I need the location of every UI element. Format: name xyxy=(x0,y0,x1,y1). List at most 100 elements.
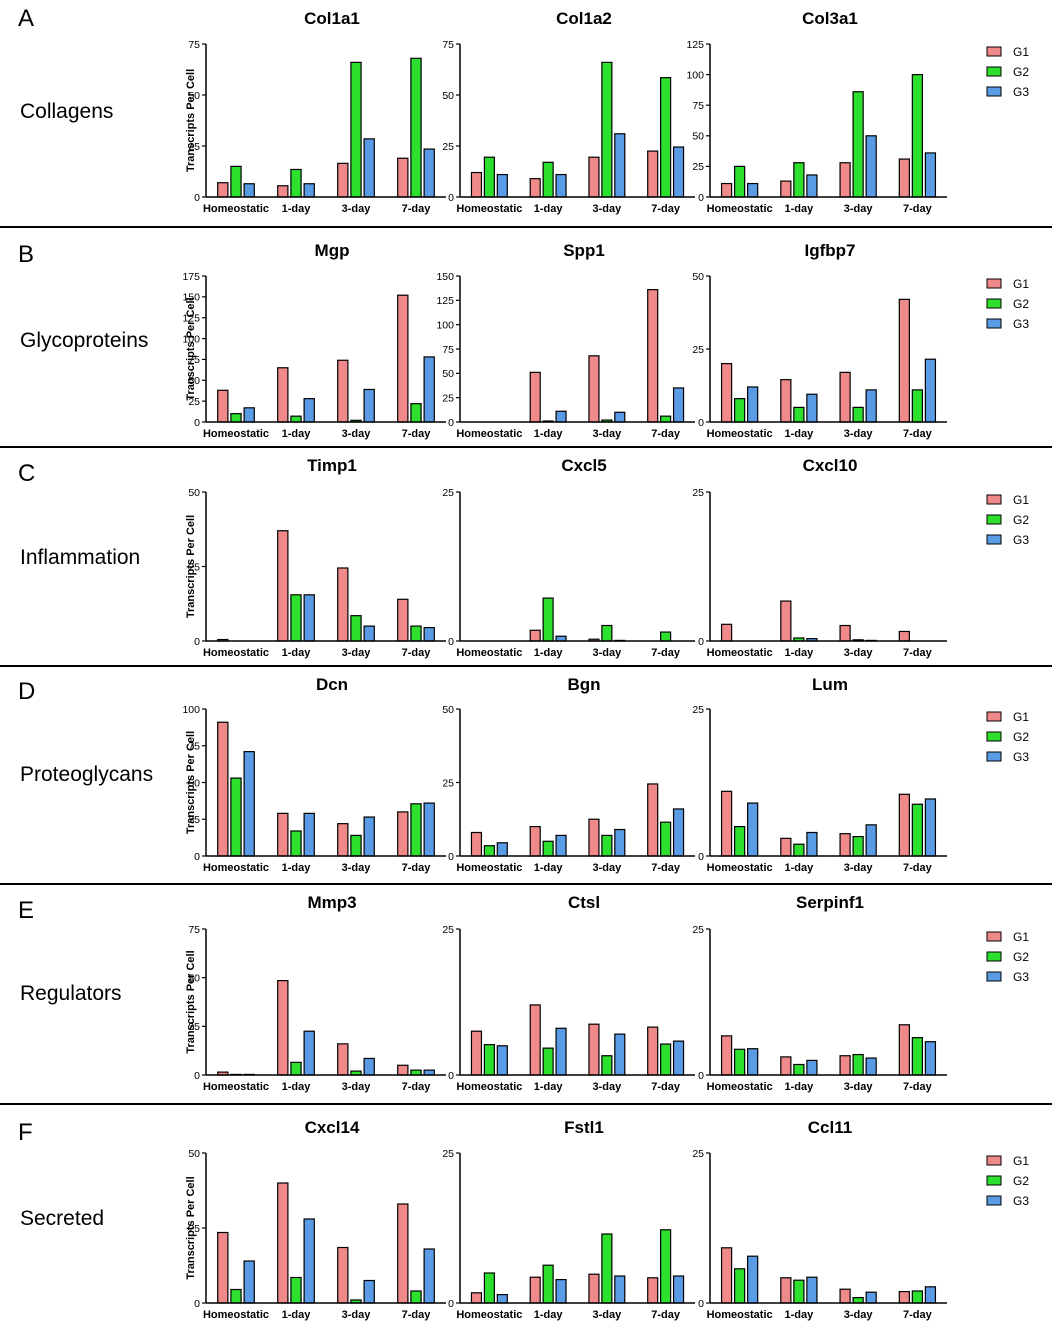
x-tick-label: 3-day xyxy=(342,203,372,215)
x-tick-label: 3-day xyxy=(593,1081,623,1093)
legend-label-g1: G1 xyxy=(1013,45,1029,59)
y-tick-label: 0 xyxy=(698,1298,704,1310)
bar-g3-1-day xyxy=(555,1278,567,1304)
x-tick-label: 7-day xyxy=(402,203,432,215)
bar-g2-1-day xyxy=(542,1047,554,1076)
bar-g2-1-day xyxy=(542,1264,554,1304)
x-tick-label: 1-day xyxy=(785,428,815,440)
chart-cxcl5: Cxcl5 0 25 Homeostatic 1-day 3-day 7-day xyxy=(442,456,695,659)
x-tick-label: 7-day xyxy=(651,1081,681,1093)
bar-g1-homeostatic xyxy=(720,1247,733,1304)
section-label: Inflammation xyxy=(20,546,140,569)
legend-label-g1: G1 xyxy=(1013,930,1029,944)
chart-serpinf1: Serpinf1 0 25 Homeostatic 1-day 3-day 7-day xyxy=(692,893,947,1093)
bar-g2-7-day xyxy=(660,1229,672,1304)
bar-g1-3-day xyxy=(839,371,851,423)
x-tick-label: Homeostatic xyxy=(707,647,773,659)
y-tick-label: 0 xyxy=(194,636,200,648)
x-tick-label: 3-day xyxy=(593,203,623,215)
chart-title: Igfbp7 xyxy=(805,241,856,260)
y-tick-label: 50 xyxy=(692,271,704,283)
legend-swatch-g1 xyxy=(986,931,1002,942)
y-tick-label: 25 xyxy=(692,924,704,936)
y-tick-label: 0 xyxy=(194,1070,200,1082)
bar-g3-homeostatic xyxy=(496,842,508,857)
bar-g1-homeostatic xyxy=(470,1030,483,1076)
legend-swatch-g1 xyxy=(986,494,1002,505)
x-tick-label: 7-day xyxy=(903,647,933,659)
bar-g3-homeostatic xyxy=(496,1293,508,1304)
bar-g3-3-day xyxy=(865,824,877,857)
bar-g3-3-day xyxy=(865,1057,877,1076)
y-axis-title: Transcripts Per Cell xyxy=(185,515,197,618)
bar-g3-1-day xyxy=(806,831,818,857)
x-tick-label: 3-day xyxy=(342,862,372,874)
bar-g3-1-day xyxy=(303,1218,315,1304)
x-tick-label: 7-day xyxy=(402,1309,432,1321)
x-tick-label: 7-day xyxy=(651,862,681,874)
bar-g2-1-day xyxy=(793,843,805,857)
panel-letter: D xyxy=(18,678,35,705)
legend-label-g2: G2 xyxy=(1013,1174,1029,1188)
bar-g2-1-day xyxy=(290,415,302,423)
panel-letter: C xyxy=(18,460,35,487)
bar-g3-7-day xyxy=(672,387,685,423)
legend-swatch-g3 xyxy=(986,971,1002,982)
x-tick-label: 7-day xyxy=(651,428,681,440)
y-tick-label: 0 xyxy=(698,1070,704,1082)
panel-b: B Glycoproteins Transcripts Per Cell Mgp 0 25… xyxy=(0,241,1052,448)
bar-g2-3-day xyxy=(601,624,613,642)
chart-title: Cxcl10 xyxy=(803,456,858,475)
chart-cxcl14: Cxcl14 0 25 50 Homeostatic 1-day 3-day 7-day xyxy=(188,1118,446,1321)
bar-g1-1-day xyxy=(780,180,792,198)
chart-dcn: Dcn 0 25 50 75 100 Homeostatic 1-day 3-day 7-day xyxy=(182,675,446,874)
bar-g1-1-day xyxy=(277,185,289,198)
bar-g2-1-day xyxy=(290,830,302,857)
bar-g1-homeostatic xyxy=(720,623,733,642)
bar-g1-3-day xyxy=(839,624,851,642)
legend-swatch-g1 xyxy=(986,46,1002,57)
bar-g3-homeostatic xyxy=(243,1260,255,1304)
bar-g2-1-day xyxy=(290,1276,302,1304)
legend-label-g3: G3 xyxy=(1013,533,1029,547)
chart-col1a1: Col1a1 0 25 50 75 Homeostatic 1-day 3-day 7-day xyxy=(188,9,446,215)
bar-g3-homeostatic xyxy=(496,173,508,198)
legend: G1 G2 G3 xyxy=(986,493,1029,547)
bar-g1-1-day xyxy=(529,1004,541,1076)
y-tick-label: 75 xyxy=(692,100,704,112)
bar-g3-1-day xyxy=(806,393,818,423)
bar-g1-1-day xyxy=(780,1056,792,1076)
bar-g1-1-day xyxy=(277,812,289,857)
y-tick-label: 25 xyxy=(692,487,704,499)
y-tick-label: 150 xyxy=(182,292,200,304)
bar-g3-1-day xyxy=(303,812,315,857)
bar-g2-7-day xyxy=(660,77,672,198)
x-tick-label: 7-day xyxy=(402,428,432,440)
x-tick-label: Homeostatic xyxy=(203,647,269,659)
bar-g2-1-day xyxy=(793,162,805,198)
bar-g2-7-day xyxy=(911,1290,924,1304)
bar-g1-1-day xyxy=(529,629,541,642)
y-tick-label: 100 xyxy=(436,319,454,331)
panel-letter: B xyxy=(18,241,34,268)
bar-g2-7-day xyxy=(410,625,422,642)
x-tick-label: Homeostatic xyxy=(707,1309,773,1321)
bar-g1-7-day xyxy=(898,793,910,857)
legend-swatch-g3 xyxy=(986,318,1002,329)
bar-g1-1-day xyxy=(780,837,792,857)
legend-label-g2: G2 xyxy=(1013,297,1029,311)
bar-g3-3-day xyxy=(614,1033,626,1076)
y-tick-label: 50 xyxy=(692,131,704,143)
chart-title: Lum xyxy=(812,675,848,694)
y-tick-label: 25 xyxy=(442,487,454,499)
bar-g3-3-day xyxy=(363,816,375,857)
bar-g1-7-day xyxy=(898,158,910,198)
legend-swatch-g2 xyxy=(986,66,1002,77)
x-tick-label: 1-day xyxy=(282,862,312,874)
chart-title: Fstl1 xyxy=(564,1118,604,1137)
legend-swatch-g3 xyxy=(986,534,1002,545)
bar-g3-3-day xyxy=(363,1279,375,1304)
bar-g2-3-day xyxy=(601,1055,613,1076)
bar-g1-1-day xyxy=(277,979,289,1076)
y-tick-label: 0 xyxy=(698,192,704,204)
